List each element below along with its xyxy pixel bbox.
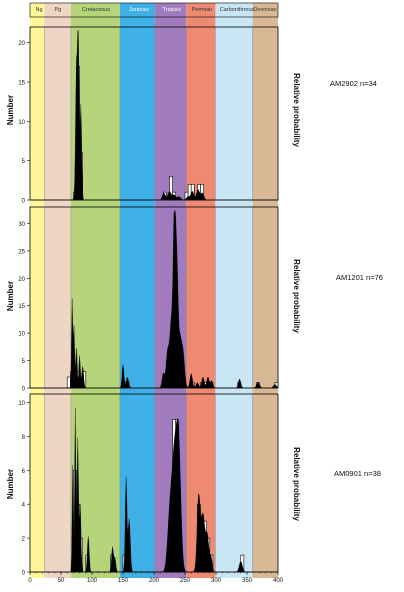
y-tick-label: 20 — [18, 41, 25, 47]
relative-probability-label-panel-3: Relative probability — [292, 447, 301, 521]
panel-frame — [29, 206, 279, 389]
period-band-carboniferous — [215, 17, 253, 578]
period-header-frame — [29, 2, 279, 18]
y-tick-label: 10 — [18, 401, 25, 407]
y-tick-label: 4 — [22, 503, 26, 509]
period-header-cell-ng — [30, 3, 45, 17]
period-band-permian — [186, 17, 216, 578]
period-label-permian: Permian — [192, 7, 212, 13]
y-tick-label: 20 — [18, 277, 25, 283]
panel-1: 0 5 10 15 20 — [18, 26, 279, 205]
x-tick-label: 250 — [180, 578, 191, 584]
y-tick-label: 10 — [18, 120, 25, 126]
y-tick-label: 5 — [22, 359, 26, 365]
y-tick-label: 0 — [22, 571, 26, 577]
relative-probability-label-panel-2: Relative probability — [292, 259, 301, 333]
y-tick-label: 8 — [22, 435, 26, 441]
period-header-cell-jurassic — [119, 3, 155, 17]
period-header-cell-triassic — [154, 3, 187, 17]
y-tick-label: 10 — [18, 332, 25, 338]
relative-probability-label-panel-1: Relative probability — [292, 73, 301, 147]
panel-frame — [29, 26, 279, 201]
x-axis: 0 50 100 150 200 250 300 350 400 — [28, 572, 284, 584]
y-axis-label-panel-2: Number — [6, 281, 15, 311]
x-tick-label: 200 — [149, 578, 160, 584]
period-label-carboniferous: Carboniferous — [220, 7, 255, 13]
period-header-cell-devonian — [252, 3, 278, 17]
period-header-cell-carboniferous — [215, 3, 253, 17]
period-label-jurassic: Jurassic — [129, 7, 149, 13]
panel-2: 0 5 10 15 20 25 30 — [18, 206, 279, 393]
period-band-devonian — [252, 17, 278, 578]
x-tick-label: 400 — [273, 578, 284, 584]
y-tick-label: 15 — [18, 304, 25, 310]
sample-label-am1201: AM1201 n=76 — [336, 273, 383, 282]
period-header-cell-permian — [186, 3, 216, 17]
period-label-ng: Ng — [35, 7, 42, 13]
period-label-devonian: Devonian — [253, 7, 276, 13]
y-tick-label: 0 — [22, 387, 26, 393]
period-header-cell-pg — [44, 3, 71, 17]
period-header-cell-cretaceous — [70, 3, 120, 17]
x-tick-label: 300 — [211, 578, 222, 584]
period-label-pg: Pg — [55, 7, 62, 13]
y-tick-label: 5 — [22, 159, 26, 165]
sample-label-am0901: AM0901 n=38 — [334, 469, 381, 478]
x-tick-label: 150 — [118, 578, 129, 584]
x-tick-label: 50 — [58, 578, 65, 584]
y-tick-label: 15 — [18, 81, 25, 87]
x-tick-label: 0 — [28, 578, 32, 584]
period-band-pg — [44, 17, 71, 578]
period-label-cretaceous: Cretaceous — [82, 7, 110, 13]
period-band-ng — [30, 17, 45, 578]
period-label-triassic: Triassic — [163, 7, 182, 13]
period-header-strip: Ng Pg Cretaceous Jurassic Triassic Permi… — [29, 2, 279, 18]
y-tick-label: 0 — [22, 199, 26, 205]
geologic-period-bands — [30, 17, 278, 578]
period-band-jurassic — [119, 17, 155, 578]
y-tick-label: 2 — [22, 537, 26, 543]
y-tick-label: 30 — [18, 222, 25, 228]
histogram-bar — [66, 376, 71, 389]
panel-3: 0 2 4 6 8 10 — [18, 393, 279, 577]
x-tick-label: 350 — [242, 578, 253, 584]
x-tick-label: 100 — [87, 578, 98, 584]
y-axis-label-panel-1: Number — [6, 95, 15, 125]
sample-panels: 0 5 10 15 20 0 5 10 15 20 25 30 0 2 4 6 8 10 — [18, 26, 279, 577]
panel-text-labels: Number Number Number Relative probabilit… — [6, 73, 383, 521]
y-axis-label-panel-3: Number — [6, 469, 15, 499]
sample-label-am2902: AM2902 n=34 — [330, 79, 377, 88]
y-tick-label: 25 — [18, 249, 25, 255]
period-band-triassic — [154, 17, 187, 578]
y-tick-label: 6 — [22, 469, 26, 475]
